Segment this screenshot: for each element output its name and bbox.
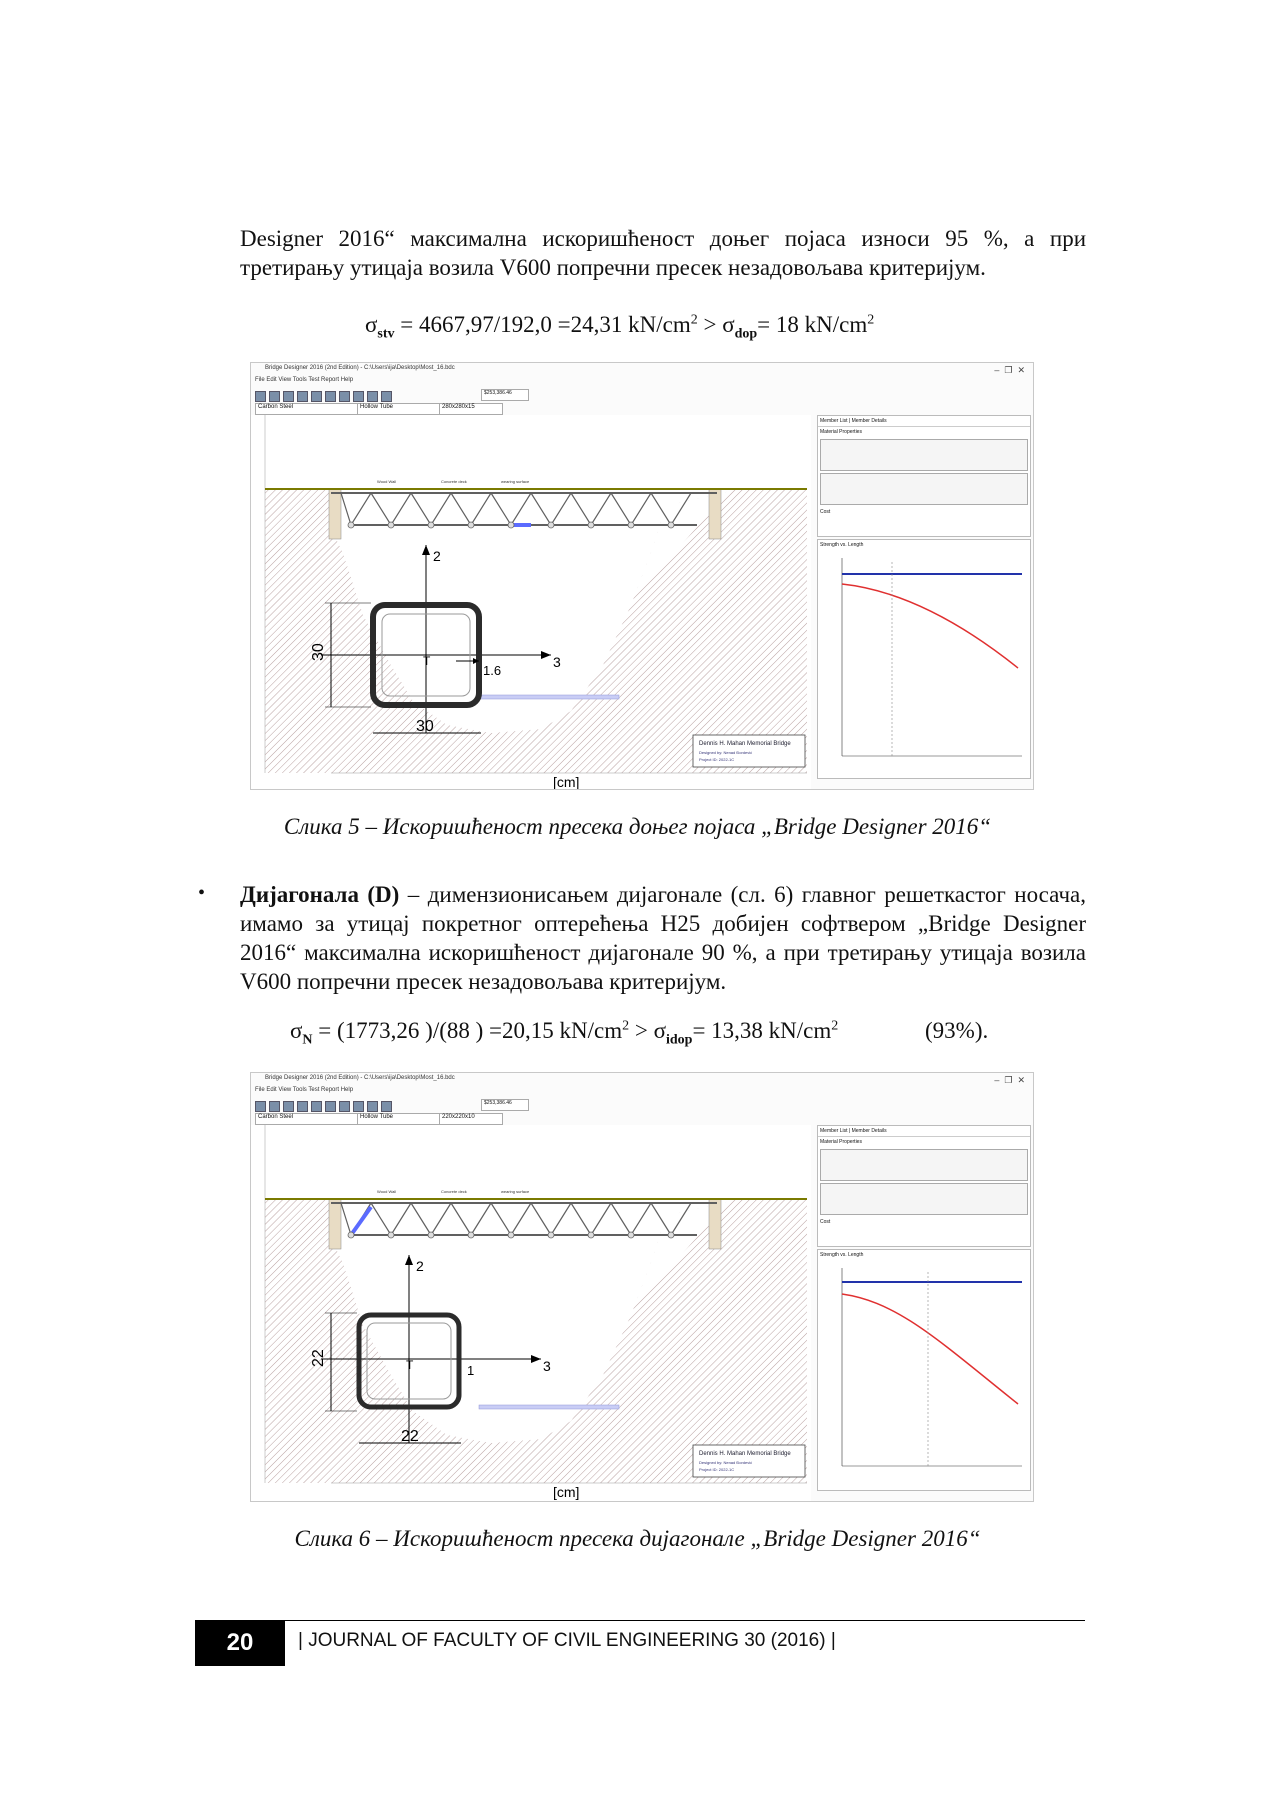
equation-1: σstv = 4667,97/192,0 =24,31 kN/cm2 > σdo… (365, 312, 875, 342)
unit-label: [cm] (553, 774, 579, 789)
window-controls[interactable]: – ❐ ✕ (994, 365, 1025, 375)
toolbar[interactable] (255, 389, 395, 402)
width-dimension: 22 (401, 1428, 419, 1445)
figure-6-screenshot: Bridge Designer 2016 (2nd Edition) - C:\… (250, 1072, 1034, 1502)
svg-text:wearing surface: wearing surface (501, 479, 530, 484)
terrain-section (265, 1199, 807, 1483)
size-select[interactable]: 280x280x15 (439, 403, 503, 415)
bridge-drawing: T 2 3 22 22 1 Wood Wall Concrete deck we… (251, 1125, 811, 1501)
equation-2: σN = (1773,26 )/(88 ) =20,15 kN/cm2 > σi… (290, 1018, 989, 1048)
member-details-panel: Member List | Member Details Material Pr… (817, 415, 1031, 537)
material-select[interactable]: Carbon Steel (255, 1113, 359, 1125)
svg-text:Designed by: Nenad Đordević: Designed by: Nenad Đordević (699, 750, 752, 755)
axis-2-label: 2 (416, 1258, 424, 1274)
menu-bar[interactable]: File Edit View Tools Test Report Help (255, 377, 354, 383)
svg-text:Concrete deck: Concrete deck (441, 479, 467, 484)
height-dimension: 22 (310, 1349, 327, 1367)
svg-text:Project ID: 2022-1C: Project ID: 2022-1C (699, 757, 734, 762)
figure-5-screenshot: Bridge Designer 2016 (2nd Edition) - C:\… (250, 362, 1034, 790)
strength-chart (841, 1268, 1022, 1467)
caption-figure-5: Слика 5 – Искоришћеност пресека доњег по… (283, 814, 992, 839)
paragraph-1: Designer 2016“ максимална искоришћеност … (240, 226, 1086, 280)
svg-text:T: T (423, 654, 431, 668)
material-select[interactable]: Carbon Steel (255, 403, 359, 415)
svg-text:Designed by: Nenad Đordević: Designed by: Nenad Đordević (699, 1460, 752, 1465)
bullet: • (198, 882, 206, 904)
member-details-panel: Member List | Member Details Material Pr… (817, 1125, 1031, 1247)
svg-text:Dennis H. Mahan Memorial Bridg: Dennis H. Mahan Memorial Bridge (699, 1451, 791, 1457)
cross-section-tube (370, 602, 482, 708)
svg-text:wearing surface: wearing surface (501, 1189, 530, 1194)
axis-3-label: 3 (543, 1358, 551, 1374)
toolbar[interactable] (255, 1099, 395, 1112)
window-controls[interactable]: – ❐ ✕ (994, 1075, 1025, 1085)
footer-rule (195, 1620, 1085, 1621)
height-dimension: 30 (310, 643, 327, 661)
unit-label: [cm] (553, 1484, 579, 1500)
strength-chart (841, 558, 1022, 757)
thickness-dimension: 1.6 (483, 663, 501, 678)
window-title: Bridge Designer 2016 (2nd Edition) - C:\… (265, 1075, 455, 1081)
cost-display: $253,386.46 (481, 1099, 529, 1111)
svg-text:T: T (406, 1358, 414, 1372)
svg-text:Project ID: 2022-1C: Project ID: 2022-1C (699, 1467, 734, 1472)
paragraph-2: Дијагонала (D) – димензионисањем дијагон… (240, 882, 1086, 994)
plaque (692, 1444, 806, 1478)
window-title: Bridge Designer 2016 (2nd Edition) - C:\… (265, 365, 455, 371)
cost-display: $253,386.46 (481, 389, 529, 401)
strength-chart-panel: Strength vs. Length (817, 539, 1031, 779)
caption-figure-6: Слика 6 – Искоришћеност пресека дијагона… (294, 1526, 981, 1551)
svg-text:Wood Wall: Wood Wall (377, 479, 396, 484)
cross-section-tube (356, 1312, 462, 1410)
strength-chart-panel: Strength vs. Length (817, 1249, 1031, 1491)
journal-footer: | JOURNAL OF FACULTY OF CIVIL ENGINEERIN… (298, 1630, 836, 1651)
menu-bar[interactable]: File Edit View Tools Test Report Help (255, 1087, 354, 1093)
selected-member (349, 1205, 373, 1237)
section-select[interactable]: Hollow Tube (357, 403, 441, 415)
svg-text:Dennis H. Mahan Memorial Bridg: Dennis H. Mahan Memorial Bridge (699, 741, 791, 747)
size-select[interactable]: 220x220x10 (439, 1113, 503, 1125)
axis-3-label: 3 (553, 654, 561, 670)
bridge-drawing: T 2 3 30 30 1.6 Wood Wall Concrete deck … (251, 415, 811, 789)
page-number: 20 (195, 1620, 285, 1666)
svg-text:Concrete deck: Concrete deck (441, 1189, 467, 1194)
svg-text:Wood Wall: Wood Wall (377, 1189, 396, 1194)
axis-2-label: 2 (433, 548, 441, 564)
width-dimension: 30 (416, 718, 434, 735)
plaque (692, 734, 806, 768)
section-select[interactable]: Hollow Tube (357, 1113, 441, 1125)
thickness-dimension: 1 (467, 1363, 474, 1378)
